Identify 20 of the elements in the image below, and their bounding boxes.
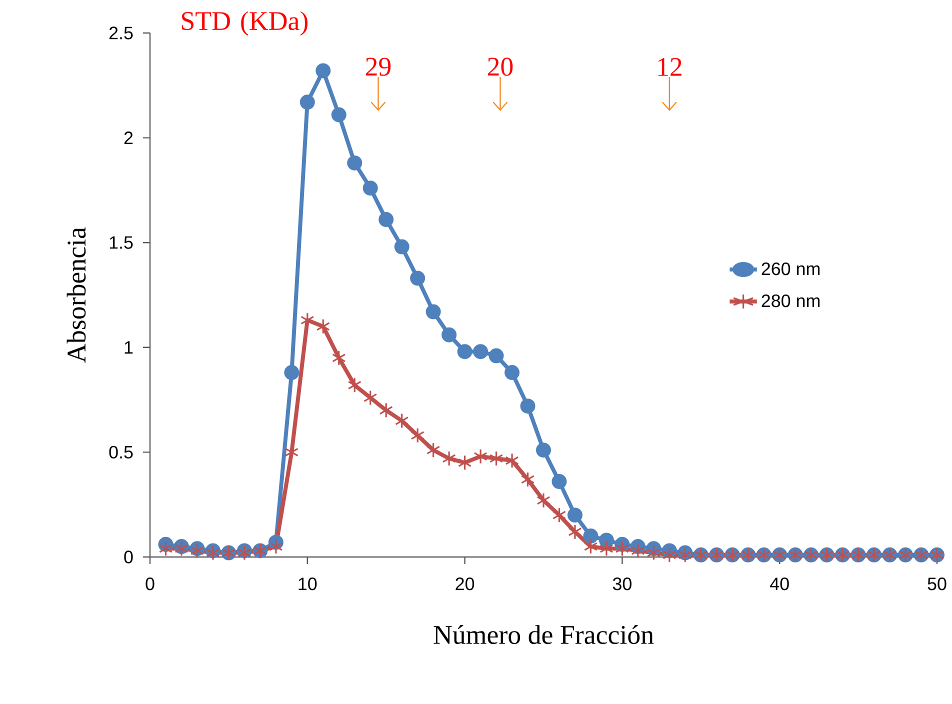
x-tick-label: 40 bbox=[770, 578, 789, 590]
annotation: 20 bbox=[488, 58, 513, 76]
x-tick-label: 30 bbox=[612, 578, 632, 590]
annotation: 29 bbox=[366, 58, 391, 76]
y-tick-label: 0.5 bbox=[109, 446, 133, 459]
y-axis-title: Absorbencia bbox=[66, 227, 86, 363]
y-tick-label: 1.5 bbox=[110, 236, 133, 249]
annotation: STD (KDa) bbox=[182, 11, 308, 36]
y-tick-label: 2.5 bbox=[109, 26, 133, 40]
x-tick-label: 50 bbox=[928, 578, 946, 590]
x-axis-title: Número de Fracción bbox=[434, 625, 654, 644]
x-tick-label: 0 bbox=[146, 578, 154, 590]
y-tick-label: 1 bbox=[124, 341, 133, 354]
y-tick-label: 0 bbox=[124, 550, 133, 564]
y-tick-label: 2 bbox=[124, 132, 133, 144]
legend-label: 280 nm bbox=[762, 294, 820, 308]
x-tick-label: 10 bbox=[298, 578, 317, 590]
legend-label: 260 nm bbox=[762, 262, 820, 276]
annotation: 12 bbox=[658, 58, 682, 76]
x-tick-label: 20 bbox=[456, 578, 474, 590]
